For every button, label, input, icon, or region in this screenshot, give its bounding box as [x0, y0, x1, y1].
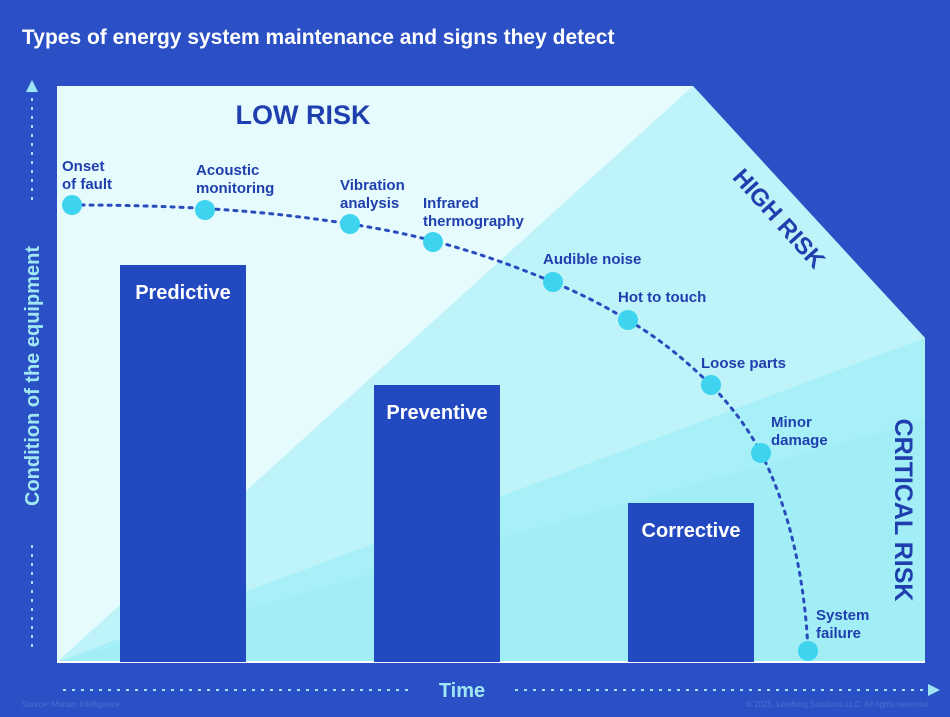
sign-label-system-failure: System failure [816, 607, 874, 642]
x-axis-arrowhead [928, 684, 940, 696]
dot-onset-of-fault [62, 195, 82, 215]
bar-label-corrective: Corrective [642, 520, 741, 542]
page-title: Types of energy system maintenance and s… [22, 26, 614, 49]
dot-audible-noise [543, 272, 563, 292]
sign-label-acoustic-monitoring: Acoustic monitoring [196, 162, 274, 197]
low-risk-label: LOW RISK [236, 100, 371, 130]
dot-hot-to-touch [618, 310, 638, 330]
sign-label-loose-parts: Loose parts [701, 355, 786, 372]
dot-acoustic-monitoring [195, 200, 215, 220]
dot-vibration-analysis [340, 214, 360, 234]
sign-label-hot-to-touch: Hot to touch [618, 289, 706, 306]
bar-label-predictive: Predictive [135, 282, 231, 304]
dot-system-failure [798, 641, 818, 661]
dot-loose-parts [701, 375, 721, 395]
y-axis-arrowhead [26, 80, 38, 92]
sign-label-infrared-thermography: Infrared thermography [423, 195, 525, 230]
y-axis-label: Condition of the equipment [22, 246, 44, 506]
sign-label-onset-of-fault: Onset of fault [62, 158, 112, 193]
dot-minor-damage [751, 443, 771, 463]
dot-infrared-thermography [423, 232, 443, 252]
bar-label-preventive: Preventive [386, 402, 487, 424]
sign-label-minor-damage: Minor damage [771, 414, 828, 449]
critical-risk-label: CRITICAL RISK [889, 419, 917, 602]
bar-corrective [628, 503, 754, 662]
bar-predictive [120, 265, 246, 662]
x-axis-label: Time [439, 680, 485, 702]
sign-label-vibration-analysis: Vibration analysis [340, 177, 409, 212]
footer-source: Source: Mordor Intelligence [22, 700, 120, 709]
bar-preventive [374, 385, 500, 662]
footer-copyright: © 2025, Lemberg Solutions LLC. All right… [746, 700, 928, 709]
sign-label-audible-noise: Audible noise [543, 251, 641, 268]
